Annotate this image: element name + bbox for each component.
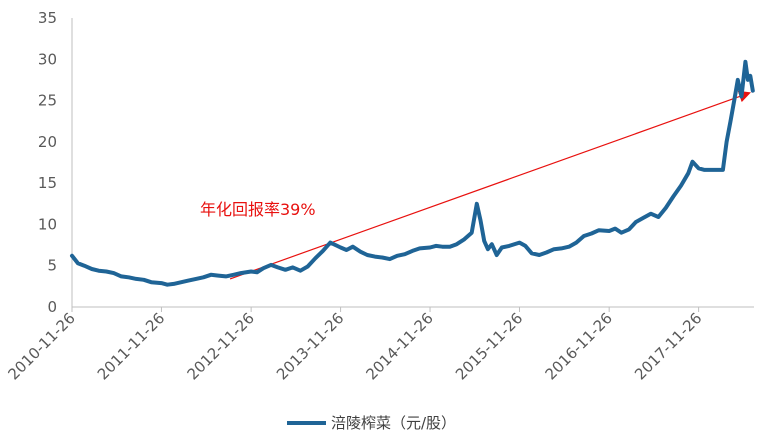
y-axis-ticks: 0 5 10 15 20 25 30 35 <box>38 9 57 316</box>
series-line <box>70 59 755 287</box>
x-tick-label: 2016-11-26 <box>542 309 616 383</box>
annual-return-annotation: 年化回报率39% <box>200 200 316 219</box>
y-tick-label: 5 <box>47 257 57 275</box>
x-tick-label: 2015-11-26 <box>452 309 526 383</box>
x-tick-label: 2011-11-26 <box>94 309 168 383</box>
y-tick-label: 25 <box>38 92 57 110</box>
x-tick-label: 2013-11-26 <box>273 309 347 383</box>
y-tick-label: 0 <box>47 298 57 316</box>
legend-label: 涪陵榨菜（元/股） <box>331 414 456 432</box>
legend: 涪陵榨菜（元/股） <box>287 414 456 432</box>
y-tick-label: 30 <box>38 50 57 68</box>
y-tick-label: 35 <box>38 9 57 27</box>
axes <box>71 18 754 308</box>
y-tick-label: 20 <box>38 133 57 151</box>
x-axis-ticks: 2010-11-26 2011-11-26 2012-11-26 2013-11-26… <box>4 307 705 383</box>
x-tick-label: 2010-11-26 <box>4 309 78 383</box>
x-tick-label: 2012-11-26 <box>184 309 258 383</box>
x-tick-label: 2017-11-26 <box>631 309 705 383</box>
x-tick-label: 2014-11-26 <box>362 309 436 383</box>
y-tick-label: 15 <box>38 174 57 192</box>
trend-line <box>229 90 751 280</box>
y-tick-label: 10 <box>38 215 57 233</box>
